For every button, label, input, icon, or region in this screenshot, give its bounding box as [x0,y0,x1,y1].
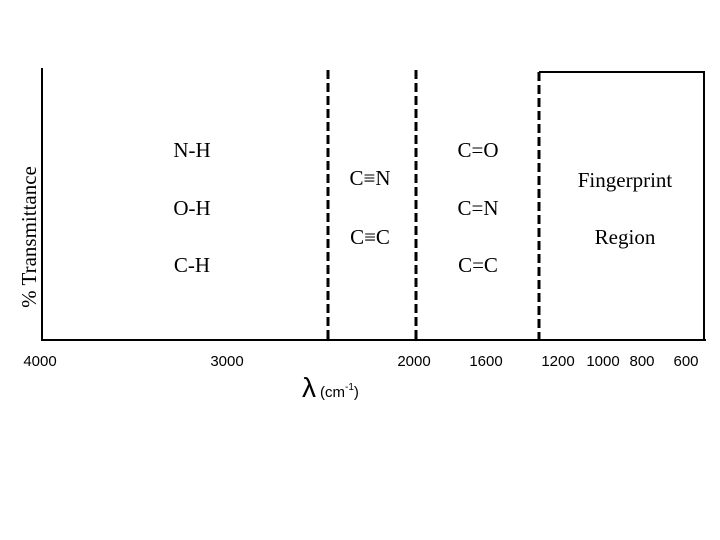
x-tick-label: 2000 [397,353,430,370]
region-label: N-H [173,138,210,162]
x-axis-unit: (cm-1) [320,382,359,401]
region-label: C-H [174,253,210,277]
x-tick-label: 4000 [23,353,56,370]
x-tick-label: 1600 [469,353,502,370]
x-axis-exponent: -1 [345,382,354,393]
region-label: Region [595,225,656,249]
x-tick-label: 1200 [541,353,574,370]
region-label: C=C [458,253,498,277]
x-tick-label: 3000 [210,353,243,370]
x-axis-symbol: λ [302,372,316,403]
region-label: O-H [173,196,210,220]
region-label: C≡N [349,166,390,190]
y-axis-label: % Transmittance [17,166,41,308]
x-tick-label: 800 [629,353,654,370]
region-label: C≡C [350,225,390,249]
x-axis-unit-text: (cm [320,384,345,401]
x-tick-label: 1000 [586,353,619,370]
x-axis-close: ) [354,384,359,401]
region-label: C=N [457,196,498,220]
region-label: C=O [457,138,498,162]
region-label: Fingerprint [578,168,673,192]
x-tick-label: 600 [673,353,698,370]
